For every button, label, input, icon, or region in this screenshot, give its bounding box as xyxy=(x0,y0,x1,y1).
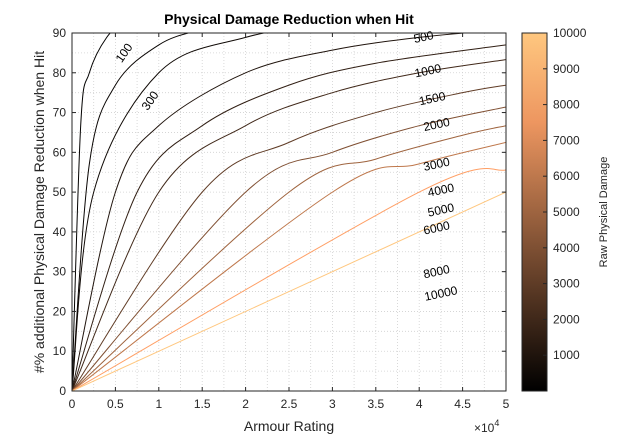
colorbar-tick-label: 2000 xyxy=(553,312,580,326)
contour-label-6000: 6000 xyxy=(422,218,451,237)
y-tick-label: 90 xyxy=(53,26,67,40)
series-line-10000 xyxy=(72,191,506,391)
colorbar-label: Raw Physical Damage xyxy=(598,157,610,268)
colorbar-tick-label: 9000 xyxy=(553,62,580,76)
x-tick-label: 0 xyxy=(69,397,76,411)
y-tick-label: 50 xyxy=(53,185,67,199)
series-line-3000 xyxy=(72,84,506,391)
contour-label-10000: 10000 xyxy=(423,283,459,304)
x-exponent-power: 4 xyxy=(494,418,499,428)
x-tick-label: 4 xyxy=(416,397,423,411)
series-line-500 xyxy=(72,33,267,391)
contour-label-2000: 2000 xyxy=(422,115,451,134)
y-tick-label: 60 xyxy=(53,145,67,159)
x-tick-label: 1.5 xyxy=(194,397,211,411)
colorbar-tick-label: 4000 xyxy=(553,241,580,255)
y-tick-label: 70 xyxy=(53,106,67,120)
contour-label-1000: 1000 xyxy=(413,61,442,80)
x-tick-label: 3 xyxy=(329,397,336,411)
curves xyxy=(72,33,506,391)
x-exponent-base: ×10 xyxy=(474,421,495,435)
x-tick-label: 0.5 xyxy=(107,397,124,411)
colorbar-ticks: 1000 2000 3000 4000 5000 6000 7000 8000 9000 1000… xyxy=(543,26,587,362)
series-line-6000 xyxy=(72,141,506,391)
y-tick-label: 40 xyxy=(53,225,67,239)
series-line-8000 xyxy=(72,168,506,391)
x-tick-label: 2 xyxy=(242,397,249,411)
y-tick-label: 80 xyxy=(53,66,67,80)
series-line-100 xyxy=(72,33,111,391)
x-tick-label: 5 xyxy=(503,397,510,411)
contour-label-8000: 8000 xyxy=(422,262,451,281)
x-axis-label: Armour Rating xyxy=(244,418,334,434)
colorbar-tick-label: 8000 xyxy=(553,98,580,112)
x-tick-label: 2.5 xyxy=(281,397,298,411)
colorbar-tick-label: 6000 xyxy=(553,169,580,183)
series-line-1000 xyxy=(72,33,470,391)
y-ticks: 0 10 20 30 40 50 60 70 80 90 xyxy=(53,26,506,398)
colorbar-tick-label: 5000 xyxy=(553,205,580,219)
colorbar-tick-label: 10000 xyxy=(553,26,587,40)
contour-label-3000: 3000 xyxy=(422,155,451,174)
colorbar-tick-label: 7000 xyxy=(553,133,580,147)
colorbar-tick-label: 3000 xyxy=(553,277,580,291)
y-tick-label: 0 xyxy=(59,384,66,398)
series-line-2000 xyxy=(72,59,506,391)
y-tick-label: 30 xyxy=(53,265,67,279)
contour-label-5000: 5000 xyxy=(426,200,455,219)
x-tick-label: 3.5 xyxy=(367,397,384,411)
y-tick-label: 10 xyxy=(53,344,67,358)
x-tick-label: 4.5 xyxy=(454,397,471,411)
contour-label-4000: 4000 xyxy=(426,180,455,199)
y-axis-label: #% additional Physical Damage Reduction … xyxy=(31,51,47,373)
x-tick-label: 1 xyxy=(155,397,162,411)
series-line-1500 xyxy=(72,44,506,391)
chart-title: Physical Damage Reduction when Hit xyxy=(164,11,414,27)
series-line-5000 xyxy=(72,125,506,391)
series-line-4000 xyxy=(72,106,506,391)
contour-label-1500: 1500 xyxy=(418,89,447,108)
contour-label-500: 500 xyxy=(412,28,435,46)
x-exponent: ×104 xyxy=(474,418,499,435)
colorbar-tick-label: 1000 xyxy=(553,348,580,362)
x-ticks: 0 0.5 1 1.5 2 2.5 3 3.5 4 4.5 5 xyxy=(69,33,510,411)
series-line-300 xyxy=(72,33,191,391)
y-tick-label: 20 xyxy=(53,304,67,318)
